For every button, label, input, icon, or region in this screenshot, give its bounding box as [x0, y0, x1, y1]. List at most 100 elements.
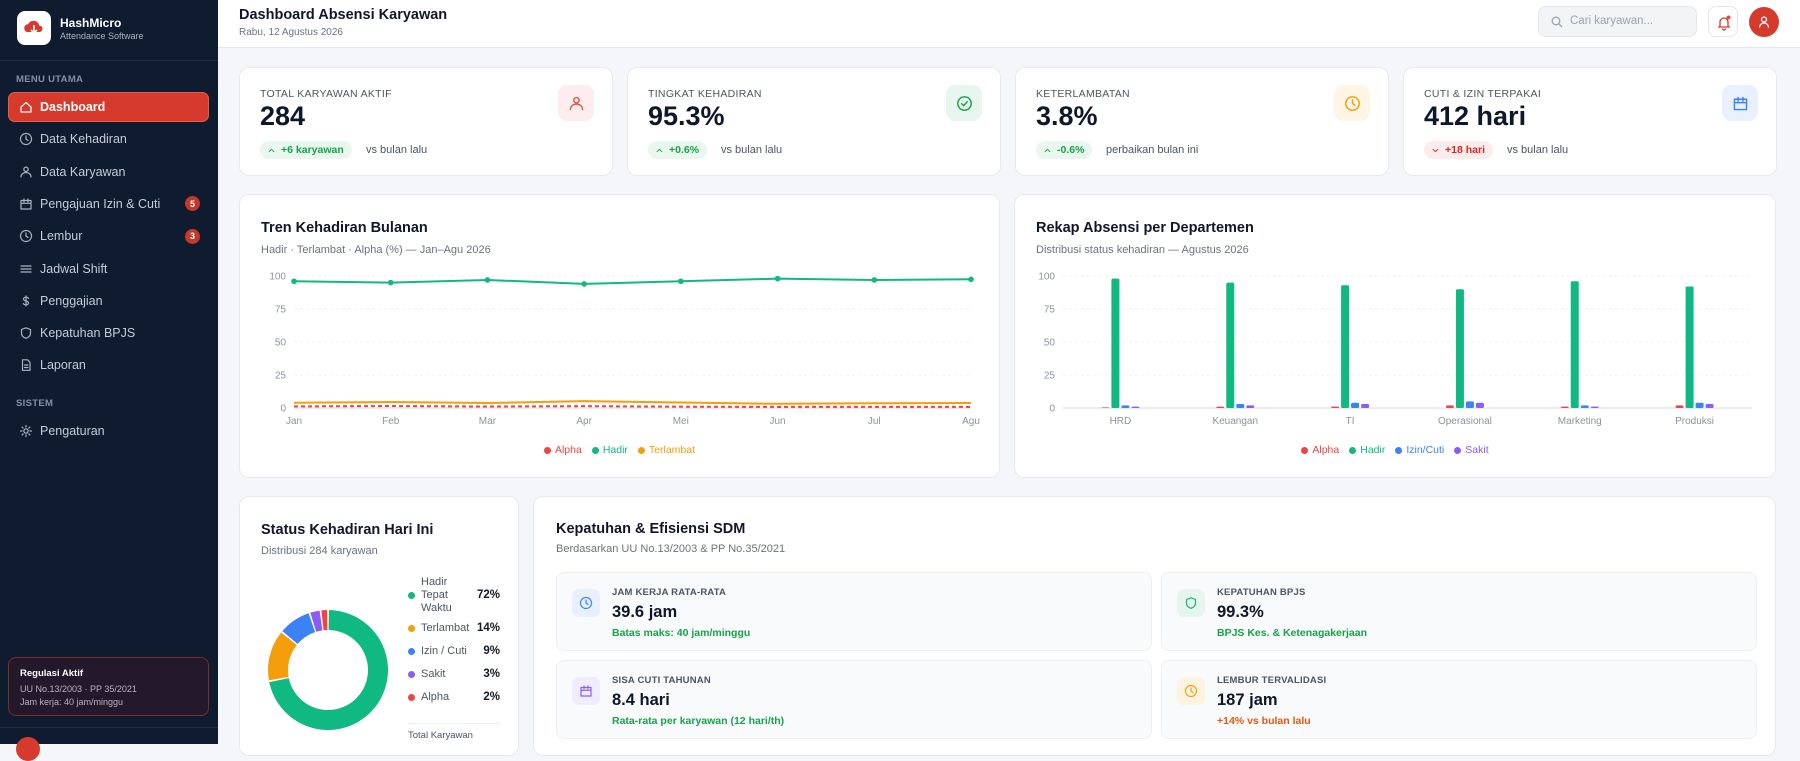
y-tick-label: 50 [275, 338, 287, 349]
profile-avatar[interactable] [1749, 7, 1779, 37]
y-tick-label: 50 [1044, 338, 1056, 349]
x-tick-label: Marketing [1558, 416, 1602, 427]
bar [1101, 407, 1110, 408]
bar-chart: Rekap Absensi per Departemen Distribusi s… [1036, 220, 1752, 427]
bell-icon [1717, 15, 1731, 31]
compliance-value: 99.3% [1217, 603, 1264, 621]
kpi-icon [1334, 85, 1370, 121]
x-tick-label: Jan [286, 416, 302, 427]
icon [19, 133, 33, 146]
legend: Alpha Hadir Terlambat [240, 444, 999, 456]
legend-item[interactable]: Izin/Cuti [1395, 444, 1444, 456]
kpi-note: vs bulan lalu [721, 144, 783, 156]
nav-item[interactable]: Dashboard [8, 92, 209, 122]
icon-path [1184, 684, 1198, 698]
legend-item[interactable]: Alpha [543, 444, 582, 456]
nav-item[interactable]: Laporan [8, 350, 209, 380]
kpi-value: 95.3% [648, 101, 725, 131]
compliance-label: JAM KERJA RATA-RATA [612, 587, 727, 598]
icon [20, 166, 32, 178]
kpi-label: KETERLAMBATAN [1036, 88, 1130, 100]
bar [1685, 286, 1694, 408]
legend-label: Terlambat [421, 622, 470, 634]
kpi-delta: -0.6% [1036, 141, 1093, 159]
legend-item[interactable]: Hadir [1349, 444, 1385, 456]
bar [1580, 405, 1589, 408]
marker [774, 275, 781, 282]
kpi-delta: +0.6% [648, 141, 708, 159]
x-tick-label: Operasional [1438, 416, 1492, 427]
compliance-value: 39.6 jam [612, 603, 678, 621]
notification-button[interactable] [1708, 6, 1738, 37]
nav-item[interactable]: Penggajian [8, 286, 209, 316]
kpi-note: vs bulan lalu [1507, 144, 1569, 156]
legend-item[interactable]: Hadir [591, 444, 628, 456]
icon-path [19, 133, 33, 146]
legend-swatch [408, 625, 415, 632]
kpi-label: TINGKAT KEHADIRAN [648, 88, 762, 100]
icon-path [956, 95, 972, 111]
legend-row: Hadir Tepat Waktu 72% [408, 574, 500, 617]
nav-label: Penggajian [40, 293, 103, 308]
icon [20, 327, 32, 339]
nav-item[interactable]: Pengajuan Izin & Cuti 5 [8, 189, 209, 219]
bar [1351, 402, 1360, 408]
donut-segment [282, 613, 316, 645]
marker [871, 277, 878, 283]
legend-label: Hadir [602, 444, 628, 456]
nav-item[interactable]: Jadwal Shift [8, 254, 209, 284]
bar-chart-card: Rekap Absensi per Departemen Distribusi s… [1014, 194, 1776, 478]
donut-card: Status Kehadiran Hari Ini Distribusi 284 … [239, 496, 519, 756]
legend-swatch [637, 446, 645, 454]
nav-label: Pengaturan [40, 424, 105, 438]
nav-item[interactable]: Pengaturan [8, 416, 209, 446]
icon-path [580, 685, 592, 697]
nav-item[interactable]: Data Karyawan [8, 157, 209, 187]
line [293, 405, 972, 408]
legend-swatch [408, 694, 415, 701]
y-tick-label: 100 [269, 272, 286, 283]
legend-swatch [1301, 446, 1309, 454]
nav-item[interactable]: Lembur 3 [8, 221, 209, 251]
kpi-note: vs bulan lalu [366, 144, 428, 156]
legend-item[interactable]: Terlambat [637, 444, 695, 456]
x-tick-label: Keuangan [1212, 416, 1258, 427]
kpi-delta-text: +18 hari [1445, 144, 1485, 156]
compliance-item: LEMBUR TERVALIDASI 187 jam +14% vs bulan l… [1161, 660, 1757, 739]
icon-path [1185, 597, 1197, 609]
nav-item[interactable]: Data Kehadiran [8, 124, 209, 154]
nav-item[interactable]: Kepatuhan BPJS [8, 318, 209, 348]
header: Dashboard Absensi Karyawan Rabu, 12 Agus… [218, 0, 1800, 48]
icon-path [20, 327, 32, 339]
legend-item[interactable]: Alpha [1301, 444, 1339, 456]
x-tick-label: TI [1346, 416, 1355, 427]
nav-label: Data Karyawan [40, 164, 126, 179]
icon [19, 424, 33, 438]
bar [1121, 405, 1130, 408]
icon-path [1432, 148, 1439, 152]
compliance-note: Batas maks: 40 jam/minggu [612, 627, 751, 639]
compliance-icon [572, 589, 600, 617]
icon [268, 148, 275, 152]
regulation-title: Regulasi Aktif [20, 668, 83, 679]
compliance-subtitle: Berdasarkan UU No.13/2003 & PP No.35/202… [556, 543, 786, 555]
page-title: Dashboard Absensi Karyawan [239, 7, 448, 23]
icon [20, 198, 32, 210]
search-box[interactable]: Cari karyawan... [1538, 6, 1697, 37]
legend-value: 72% [476, 589, 500, 601]
icon [1733, 96, 1747, 110]
kpi-icon [1722, 85, 1758, 121]
kpi-delta-text: -0.6% [1057, 144, 1085, 156]
divider [0, 727, 218, 728]
user-avatar[interactable] [16, 737, 40, 761]
nav-badge: 5 [185, 196, 200, 212]
legend-label: Izin/Cuti [1406, 444, 1445, 456]
section-title: SISTEM [16, 398, 54, 409]
icon-path [19, 424, 33, 438]
bar [1590, 406, 1599, 408]
legend-item[interactable]: Sakit [1454, 444, 1489, 456]
icon-path [21, 359, 31, 372]
line [293, 400, 972, 405]
x-tick-label: Produksi [1675, 416, 1714, 427]
